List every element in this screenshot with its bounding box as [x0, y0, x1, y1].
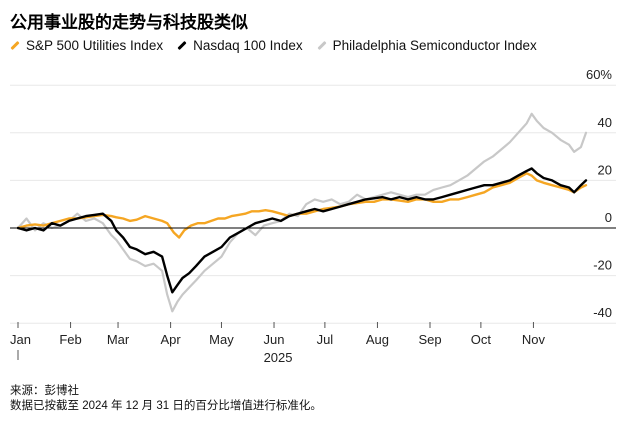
- y-tick-label: -40: [593, 305, 612, 320]
- line-chart: 60% 40 20 0 -20 -40 Jan Feb Mar Apr May Jun Jul Aug Se…: [10, 67, 616, 365]
- x-tick-label: May: [209, 332, 234, 347]
- chart-title: 公用事业股的走势与科技股类似: [10, 13, 248, 32]
- legend-item-nasdaq[interactable]: Nasdaq 100 Index: [177, 38, 303, 53]
- normalization-note: 数据已按截至 2024 年 12 月 31 日的百分比增值进行标准化。: [10, 400, 322, 412]
- y-tick-label: -20: [593, 258, 612, 273]
- source-note: 来源：彭博社: [10, 385, 79, 397]
- x-tick-label: Feb: [59, 332, 81, 347]
- legend-item-semis[interactable]: Philadelphia Semiconductor Index: [317, 38, 537, 53]
- legend-label-utilities: S&P 500 Utilities Index: [26, 38, 164, 53]
- series-line-nasdaq: [16, 167, 588, 294]
- x-year-label: 2025: [264, 350, 293, 365]
- y-tick-label: 20: [598, 162, 612, 177]
- series-line-semis: [16, 112, 588, 313]
- x-tick-label: Mar: [107, 332, 130, 347]
- y-tick-label: 60%: [586, 67, 612, 82]
- x-tick-label: Sep: [418, 332, 441, 347]
- legend-label-semis: Philadelphia Semiconductor Index: [332, 38, 537, 53]
- x-tick-label: Nov: [522, 332, 546, 347]
- legend-label-nasdaq: Nasdaq 100 Index: [193, 38, 303, 53]
- x-tick-label: Jan: [10, 332, 31, 347]
- x-tick-label: Oct: [471, 332, 492, 347]
- x-tick-label: Apr: [160, 332, 181, 347]
- x-tick-label: Jun: [264, 332, 285, 347]
- legend-item-utilities[interactable]: S&P 500 Utilities Index: [10, 38, 163, 53]
- y-tick-label: 0: [605, 210, 612, 225]
- footer: 来源：彭博社 数据已按截至 2024 年 12 月 31 日的百分比增值进行标准…: [10, 384, 322, 414]
- x-tick-label: Aug: [366, 332, 389, 347]
- y-tick-label: 40: [598, 115, 612, 130]
- x-tick-label: Jul: [317, 332, 334, 347]
- legend: S&P 500 Utilities Index Nasdaq 100 Index…: [10, 38, 551, 53]
